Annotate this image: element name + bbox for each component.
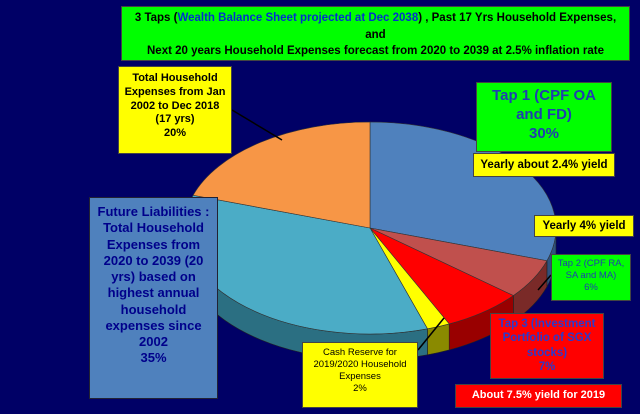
label-line: expenses since (105, 317, 202, 333)
label-line: Tap 3 (Investment (498, 318, 596, 330)
pie-tops (183, 121, 557, 335)
label-line: Total Household (132, 72, 218, 84)
pie-slice-5 (192, 121, 371, 229)
label-line: Cash Reserve for (323, 347, 397, 358)
label-line: household (120, 301, 187, 317)
chart-title: 3 Taps (Wealth Balance Sheet projected a… (121, 6, 630, 61)
label-line: 2% (353, 382, 367, 394)
leader-lines (231, 109, 552, 351)
label-line: Total Household (103, 220, 204, 236)
title-highlight: Wealth Balance Sheet projected at Dec 20… (177, 12, 419, 24)
label-line: and FD) (516, 105, 572, 123)
label-tap3: Tap 3 (Investment Portfolio of SGX stocks)… (490, 313, 604, 379)
label-line: Expenses (339, 370, 381, 382)
label-line: 6% (584, 281, 598, 293)
label-line: stocks) (526, 346, 568, 359)
label-line: 2002 to Dec 2018 (130, 99, 220, 112)
label-line: 30% (528, 124, 560, 142)
label-line: 7% (538, 361, 556, 374)
label-line: 35% (140, 350, 167, 366)
label-line: 20% (163, 127, 187, 139)
label-line: 2002 (139, 334, 168, 349)
label-tap2-yield: Yearly 4% yield (534, 215, 634, 237)
leader-line-cash (417, 317, 445, 351)
label-line: Tap 2 (CPF RA, (557, 258, 625, 269)
label-tap2: Tap 2 (CPF RA, SA and MA) 6% (551, 254, 631, 301)
label-line: Expenses from Jan (124, 85, 226, 98)
leader-line-tap2 (537, 274, 552, 291)
label-past-expenses: Total Household Expenses from Jan 2002 to … (118, 66, 232, 154)
label-line: Tap 1 (CPF OA (492, 87, 596, 104)
label-future-liabilities: Future Liabilities : Total Household Expen… (89, 197, 218, 399)
label-cash-reserve: Cash Reserve for 2019/2020 Household Expen… (302, 342, 418, 408)
label-line: Portfolio of SGX (502, 332, 592, 345)
label-line: SA and MA) (565, 269, 617, 281)
label-line: highest annual (107, 285, 200, 301)
pie-side-3 (427, 323, 450, 356)
label-tap1: Tap 1 (CPF OA and FD) 30% (476, 82, 612, 152)
label-tap1-yield: Yearly about 2.4% yield (473, 153, 615, 177)
label-line: Expenses from (106, 236, 201, 252)
label-line: 2019/2020 Household (313, 358, 407, 370)
label-line: (17 yrs) (155, 113, 195, 126)
label-tap3-yield: About 7.5% yield for 2019 (455, 384, 622, 408)
label-line: 2020 to 2039 (20 (103, 252, 204, 268)
leader-line-past (231, 109, 283, 141)
label-line: yrs) based on (111, 269, 196, 284)
label-line: Future Liabilities : (97, 204, 210, 219)
